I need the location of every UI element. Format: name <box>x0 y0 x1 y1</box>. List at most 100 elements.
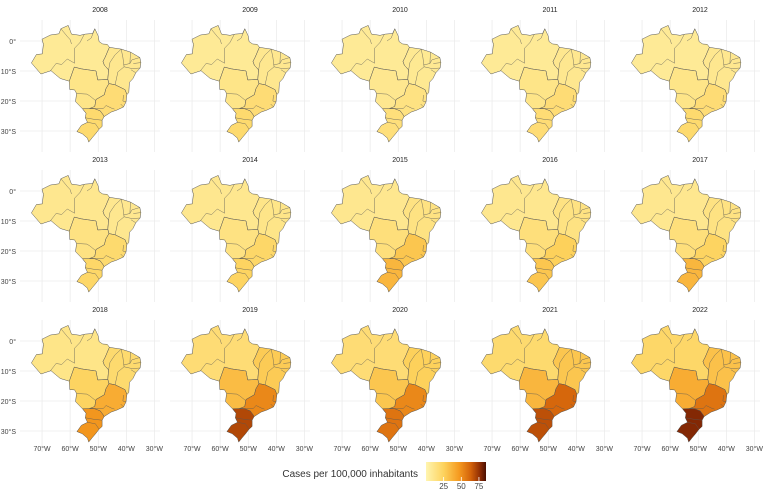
state-border <box>273 207 290 216</box>
map-panel-2012: 2012 <box>620 7 760 152</box>
state-border <box>360 178 372 195</box>
state-border <box>130 369 136 373</box>
state-border <box>685 267 703 271</box>
state-border <box>120 103 124 108</box>
panel-year-label: 2009 <box>242 7 258 14</box>
region-northeast <box>702 197 742 245</box>
state-border <box>689 255 715 260</box>
state-border <box>74 184 85 214</box>
state-border <box>687 122 700 130</box>
state-border <box>279 352 281 364</box>
state-border <box>733 62 741 64</box>
state-border <box>430 369 436 373</box>
state-border <box>387 422 400 430</box>
state-border <box>564 49 575 85</box>
state-border <box>422 244 427 253</box>
state-border <box>408 198 422 220</box>
state-border <box>123 357 140 366</box>
state-border <box>283 362 291 364</box>
state-border <box>389 405 415 410</box>
state-border <box>526 93 546 101</box>
region-south <box>226 408 255 443</box>
state-border <box>708 198 722 220</box>
state-border <box>424 366 441 369</box>
legend-tick-label: 75 <box>474 482 483 489</box>
state-border <box>720 103 724 108</box>
longitude-tick-label: 50°W <box>240 445 258 453</box>
state-border <box>89 255 115 260</box>
state-border <box>722 394 727 403</box>
state-border <box>76 93 96 101</box>
region-north <box>181 25 260 82</box>
state-border <box>236 28 245 42</box>
state-border <box>676 93 696 101</box>
state-border <box>572 244 577 253</box>
region-south <box>226 258 255 293</box>
state-border <box>74 334 85 364</box>
state-border <box>387 122 400 130</box>
longitude-tick-label: 60°W <box>212 445 230 453</box>
state-border <box>579 52 581 64</box>
panel-year-label: 2017 <box>692 157 708 164</box>
state-border <box>124 66 141 69</box>
state-border <box>674 334 685 364</box>
region-north <box>31 325 110 382</box>
state-border <box>389 255 415 260</box>
state-border <box>272 394 277 403</box>
state-border <box>376 393 396 401</box>
region-south <box>526 408 555 443</box>
state-border <box>686 28 695 42</box>
brazil-map <box>181 175 292 293</box>
longitude-tick-label: 40°W <box>268 445 286 453</box>
state-border <box>524 184 535 214</box>
panel-year-label: 2014 <box>242 157 258 164</box>
map-panel-2018: 2018 <box>20 307 160 452</box>
region-south <box>676 108 705 143</box>
brazil-map <box>181 25 292 143</box>
state-border <box>420 103 424 108</box>
state-border <box>539 255 565 260</box>
state-border <box>722 244 727 253</box>
state-border <box>86 28 95 42</box>
state-border <box>133 212 141 214</box>
longitude-tick-label: 40°W <box>118 445 136 453</box>
state-border <box>273 57 290 66</box>
state-border <box>350 358 375 371</box>
state-border <box>350 58 375 71</box>
state-border <box>200 58 225 71</box>
state-border <box>573 57 590 66</box>
state-border <box>86 178 95 192</box>
state-border <box>686 328 695 342</box>
map-panel-2010: 2010 <box>320 7 460 152</box>
state-border <box>500 358 525 371</box>
state-border <box>60 28 72 45</box>
state-border <box>535 267 553 271</box>
state-border <box>580 369 586 373</box>
state-border <box>423 57 440 66</box>
state-border <box>360 28 372 45</box>
state-border <box>422 394 427 403</box>
brazil-map <box>331 25 442 143</box>
state-border <box>408 48 422 70</box>
state-border <box>685 117 703 121</box>
region-south <box>376 258 405 293</box>
state-border <box>273 357 290 366</box>
latitude-tick-label: 0° <box>9 188 16 196</box>
state-border <box>720 403 724 408</box>
state-border <box>574 366 591 369</box>
state-border <box>660 28 672 45</box>
panel-year-label: 2018 <box>92 307 108 314</box>
panel-year-label: 2013 <box>92 157 108 164</box>
map-panel-2016: 2016 <box>470 157 610 302</box>
state-border <box>536 28 545 42</box>
brazil-map <box>481 25 592 143</box>
region-north <box>631 175 710 232</box>
state-border <box>572 394 577 403</box>
map-panel-2013: 2013 <box>20 157 160 302</box>
state-border <box>122 94 127 103</box>
state-border <box>122 244 127 253</box>
longitude-tick-label: 70°W <box>183 445 201 453</box>
panel-year-label: 2016 <box>542 157 558 164</box>
region-south <box>526 258 555 293</box>
panel-year-label: 2011 <box>542 7 557 14</box>
